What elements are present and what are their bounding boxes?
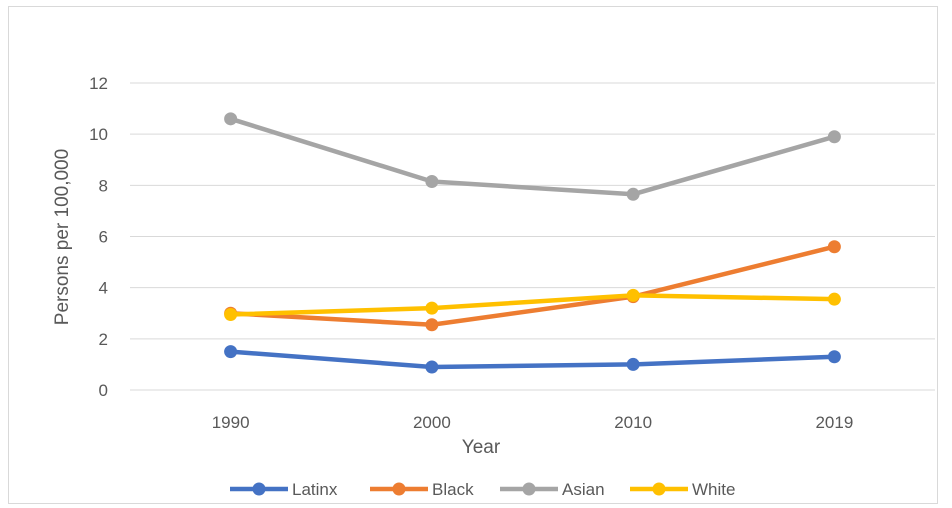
- data-point: [827, 350, 841, 364]
- data-point: [626, 357, 640, 371]
- legend-marker: [252, 482, 266, 496]
- x-tick-label: 2000: [413, 413, 451, 432]
- legend-marker: [652, 482, 666, 496]
- data-point: [224, 308, 238, 322]
- y-tick-label: 6: [99, 228, 108, 247]
- x-tick-label: 1990: [212, 413, 250, 432]
- x-tick-label: 2010: [614, 413, 652, 432]
- y-axis-title: Persons per 100,000: [52, 149, 73, 325]
- legend-marker: [522, 482, 536, 496]
- legend-label: Asian: [562, 480, 605, 499]
- series-line: [228, 349, 837, 370]
- series-black: [224, 240, 841, 332]
- series-asian: [224, 112, 841, 201]
- series-line: [228, 116, 837, 197]
- legend-item-latinx: Latinx: [230, 480, 338, 499]
- data-point: [425, 174, 439, 188]
- series-white: [224, 288, 841, 322]
- series-latinx: [224, 345, 841, 374]
- y-tick-label: 4: [99, 279, 108, 298]
- x-tick-label: 2019: [815, 413, 853, 432]
- data-point: [425, 318, 439, 332]
- legend-label: White: [692, 480, 735, 499]
- data-point: [827, 130, 841, 144]
- y-tick-label: 2: [99, 330, 108, 349]
- data-point: [425, 360, 439, 374]
- series-group: [224, 112, 841, 374]
- y-tick-label: 8: [99, 176, 108, 195]
- legend-label: Black: [432, 480, 474, 499]
- data-point: [224, 112, 238, 126]
- legend-item-black: Black: [370, 480, 474, 499]
- data-point: [827, 292, 841, 306]
- legend-item-white: White: [630, 480, 735, 499]
- chart-area: [8, 6, 938, 504]
- data-point: [626, 187, 640, 201]
- legend-marker: [392, 482, 406, 496]
- legend-label: Latinx: [292, 480, 338, 499]
- data-point: [224, 345, 238, 359]
- data-point: [425, 301, 439, 315]
- gridlines: [130, 82, 935, 391]
- series-line: [228, 293, 837, 317]
- legend-item-asian: Asian: [500, 480, 605, 499]
- y-tick-label: 0: [99, 381, 108, 400]
- x-axis-ticks: 1990 2000 2010 2019: [212, 413, 854, 432]
- x-axis-title: Year: [462, 437, 501, 458]
- data-point: [626, 288, 640, 302]
- legend: Latinx Black Asian White: [230, 480, 735, 499]
- y-axis-ticks: 0 2 4 6 8 10 12: [89, 74, 108, 400]
- data-point: [827, 240, 841, 254]
- y-tick-label: 12: [89, 74, 108, 93]
- series-line: [228, 244, 837, 328]
- y-tick-label: 10: [89, 125, 108, 144]
